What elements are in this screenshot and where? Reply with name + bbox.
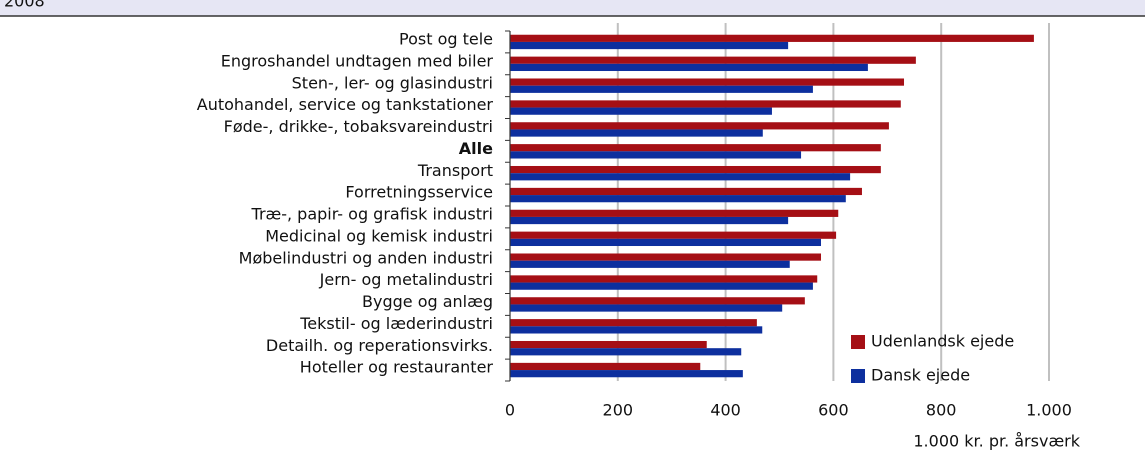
- y-tick-label: Engroshandel undtagen med biler: [221, 51, 494, 70]
- bar: [510, 187, 862, 196]
- y-tick-label: Møbelindustri og anden industri: [239, 248, 493, 267]
- bar: [510, 144, 881, 152]
- bar: [510, 304, 783, 312]
- legend-label: Dansk ejede: [871, 366, 970, 385]
- bar: [510, 340, 707, 349]
- bar: [510, 326, 763, 334]
- y-tick-label: Tekstil- og læderindustri: [299, 314, 493, 333]
- bar: [510, 129, 763, 137]
- x-tick-label: 600: [818, 401, 849, 420]
- y-tick-label: Autohandel, service og tankstationer: [197, 95, 494, 114]
- bar: [510, 282, 813, 290]
- x-tick-label: 0: [505, 401, 515, 420]
- chart-title: 2008: [4, 0, 45, 11]
- bar: [510, 348, 742, 356]
- legend-swatch: [851, 335, 865, 349]
- bar: [510, 78, 905, 86]
- y-tick-label: Post og tele: [399, 30, 493, 49]
- y-tick-label: Medicinal og kemisk industri: [265, 226, 493, 245]
- bar: [510, 56, 916, 64]
- bar: [510, 173, 851, 181]
- y-tick-label: Detailh. og reperationsvirks.: [266, 336, 493, 355]
- y-tick-label: Forretningsservice: [345, 183, 493, 202]
- y-tick-label: Transport: [417, 161, 493, 180]
- bar: [510, 275, 818, 283]
- header-band: [0, 0, 1145, 16]
- bar: [510, 297, 805, 305]
- y-tick-label: Sten-, ler- og glasindustri: [292, 73, 493, 92]
- bar: [510, 100, 901, 108]
- y-tick-label: Bygge og anlæg: [362, 292, 493, 311]
- bar: [510, 122, 889, 130]
- y-tick-label: Føde-, drikke-, tobaksvareindustri: [224, 117, 493, 136]
- bar: [510, 41, 789, 50]
- x-tick-label: 1.000: [1026, 401, 1072, 420]
- bar: [510, 195, 846, 203]
- bar: [510, 238, 822, 247]
- bar: [510, 165, 881, 174]
- legend-label: Udenlandsk ejede: [871, 332, 1014, 351]
- bar: [510, 63, 868, 72]
- bar: [510, 209, 839, 217]
- bar: [510, 370, 743, 378]
- bar: [510, 151, 802, 159]
- bar: [510, 319, 757, 327]
- bar: [510, 362, 701, 371]
- bar: [510, 260, 790, 268]
- bar: [510, 253, 822, 261]
- y-tick-label: Hoteller og restauranter: [300, 358, 494, 377]
- y-tick-label: Jern- og metalindustri: [319, 270, 493, 289]
- bar: [510, 231, 837, 239]
- bar: [510, 216, 789, 225]
- bar: [510, 107, 772, 115]
- x-tick-label: 800: [926, 401, 957, 420]
- x-tick-label: 200: [603, 401, 634, 420]
- y-tick-label: Alle: [459, 139, 493, 158]
- y-tick-label: Træ-, papir- og grafisk industri: [251, 205, 493, 224]
- bar: [510, 34, 1034, 42]
- bar: [510, 85, 813, 93]
- legend-swatch: [851, 369, 865, 383]
- x-axis-title: 1.000 kr. pr. årsværk: [913, 432, 1080, 451]
- x-tick-label: 400: [710, 401, 741, 420]
